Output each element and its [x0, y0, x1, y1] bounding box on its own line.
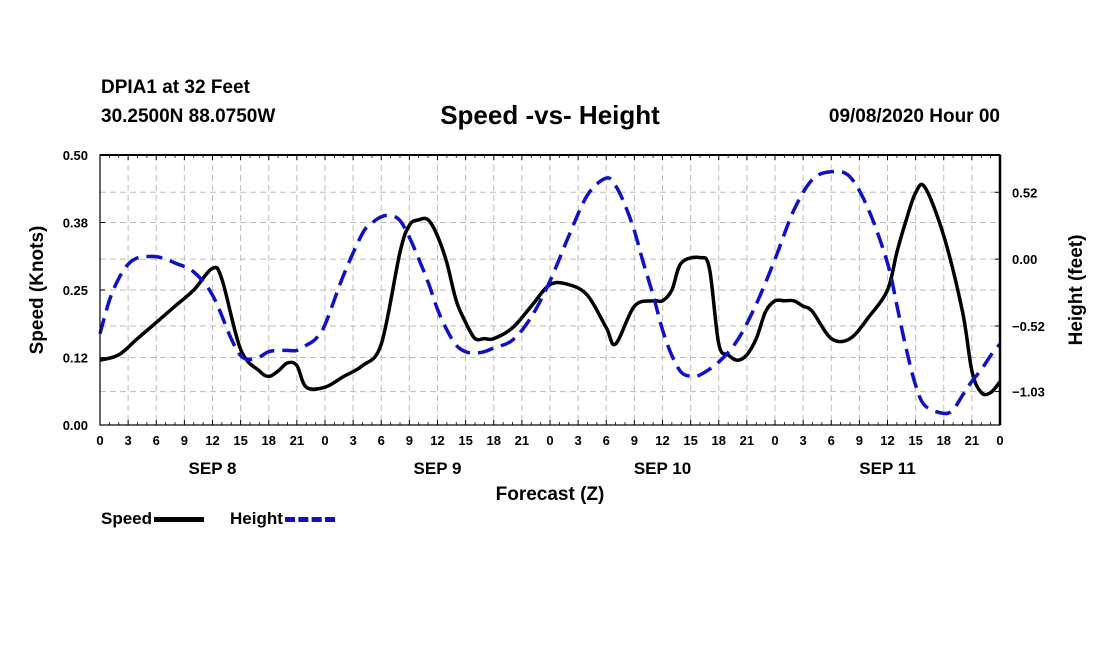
- x-tick-label: 15: [908, 433, 922, 448]
- legend-speed: Speed: [101, 509, 205, 529]
- x-tick-label: 18: [262, 433, 276, 448]
- forecast-datetime: 09/08/2020 Hour 00: [828, 106, 1000, 127]
- x-tick-label: 3: [125, 433, 132, 448]
- y-tick-label: 0.00: [63, 418, 88, 433]
- series-speed-line: [99, 182, 1002, 397]
- x-tick-label: 21: [740, 433, 754, 448]
- series-height-line: [98, 169, 1002, 416]
- y-tick-label: 0.12: [63, 351, 88, 366]
- day-label: SEP 8: [189, 459, 237, 478]
- legend-speed-swatch: [154, 517, 205, 523]
- x-tick-label: 0: [996, 433, 1003, 448]
- x-tick-label: 0: [321, 433, 328, 448]
- x-tick-label: 12: [880, 433, 894, 448]
- legend-speed-label: Speed: [101, 509, 153, 528]
- y-tick-label: 0.38: [63, 216, 88, 231]
- x-tick-label: 21: [965, 433, 979, 448]
- x-tick-label: 9: [856, 433, 863, 448]
- x-tick-label: 12: [205, 433, 219, 448]
- x-tick-label: 0: [96, 433, 103, 448]
- day-label: SEP 9: [414, 459, 462, 478]
- y2-tick-label: −1.03: [1012, 385, 1045, 400]
- x-tick-label: 9: [406, 433, 413, 448]
- y-tick-label: 0.50: [63, 148, 88, 163]
- x-tick-label: 18: [487, 433, 501, 448]
- x-tick-label: 3: [350, 433, 357, 448]
- x-tick-label: 3: [800, 433, 807, 448]
- day-label: SEP 10: [634, 459, 691, 478]
- x-tick-label: 6: [603, 433, 610, 448]
- x-tick-label: 6: [378, 433, 385, 448]
- x-tick-label: 6: [828, 433, 835, 448]
- legend-height-label: Height: [230, 509, 283, 528]
- y2-tick-label: 0.00: [1012, 252, 1037, 267]
- legend-height-swatch: [284, 517, 335, 523]
- axes: 0 3 6 9 12 15 18 21 0 3 6 9 12 15 18 21 0 3 6 9 12 15 18 21 0 3 6 9…: [63, 148, 1045, 478]
- legend-height: Height: [230, 509, 335, 529]
- x-tick-label: 18: [712, 433, 726, 448]
- x-tick-label: 9: [181, 433, 188, 448]
- y2-axis-label: Height (feet): [1066, 235, 1087, 346]
- y2-tick-label: 0.52: [1012, 185, 1037, 200]
- x-tick-label: 21: [290, 433, 304, 448]
- x-tick-label: 3: [575, 433, 582, 448]
- x-tick-label: 9: [631, 433, 638, 448]
- x-axis-label: Forecast (Z): [496, 484, 605, 505]
- x-tick-label: 21: [515, 433, 529, 448]
- y2-tick-label: −0.52: [1012, 319, 1045, 334]
- x-tick-label: 0: [771, 433, 778, 448]
- y-axis-label: Speed (Knots): [27, 226, 48, 355]
- x-tick-label: 15: [233, 433, 247, 448]
- x-tick-label: 18: [937, 433, 951, 448]
- x-tick-label: 12: [430, 433, 444, 448]
- x-tick-label: 0: [546, 433, 553, 448]
- x-tick-label: 12: [655, 433, 669, 448]
- station-label: DPIA1 at 32 Feet: [101, 77, 250, 98]
- series-group: [98, 169, 1002, 416]
- x-tick-label: 15: [458, 433, 472, 448]
- day-label: SEP 11: [859, 459, 915, 478]
- chart-title: Speed -vs- Height: [440, 100, 660, 130]
- x-tick-label: 6: [153, 433, 160, 448]
- grid: [100, 155, 1000, 425]
- x-tick-label: 15: [683, 433, 697, 448]
- coordinates-label: 30.2500N 88.0750W: [101, 106, 276, 127]
- y-tick-label: 0.25: [63, 283, 88, 298]
